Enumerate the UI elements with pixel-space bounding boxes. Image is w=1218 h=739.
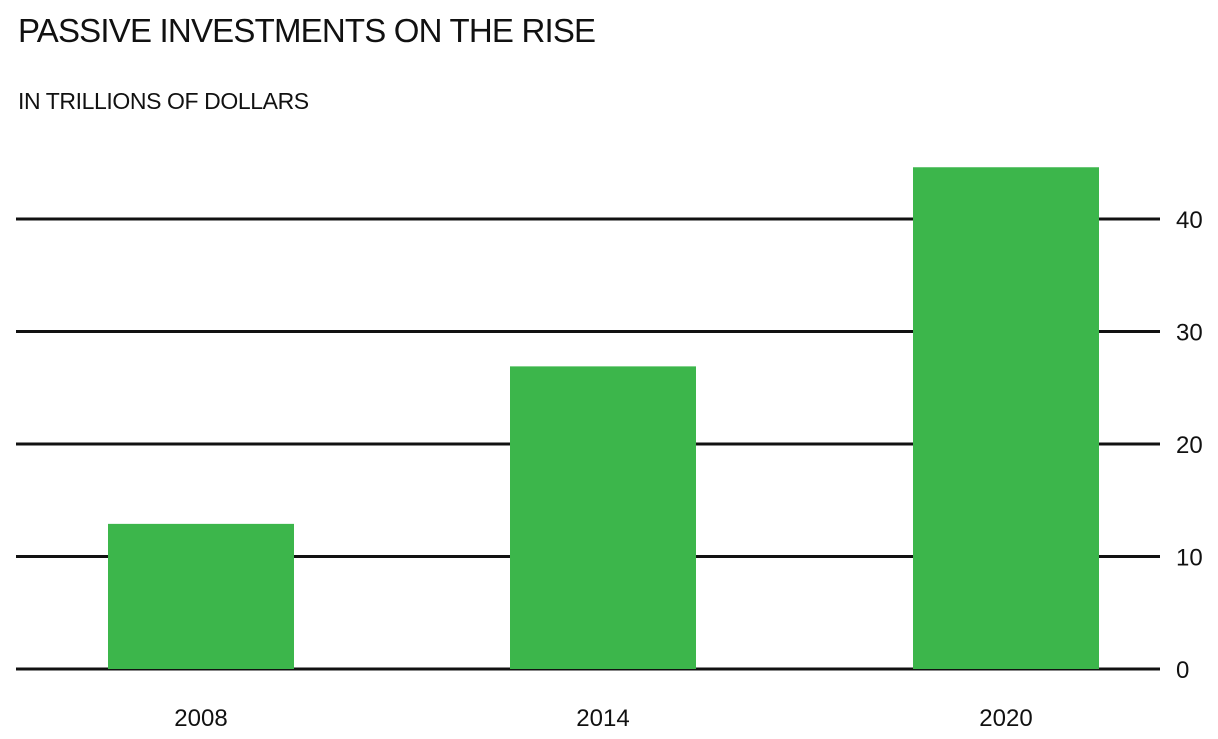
chart-title: PASSIVE INVESTMENTS ON THE RISE [18,12,596,49]
y-tick-label: 20 [1176,432,1203,459]
x-tick-label: 2014 [576,705,629,732]
bar-2008 [108,523,294,669]
bars [108,167,1099,669]
y-tick-labels: 0 10 20 30 40 [1176,207,1203,684]
x-tick-label: 2008 [174,705,227,732]
y-tick-label: 30 [1176,320,1203,347]
y-tick-label: 40 [1176,207,1203,234]
y-tick-label: 10 [1176,545,1203,572]
y-tick-label: 0 [1176,657,1189,684]
x-tick-labels: 2008 2014 2020 [174,705,1032,732]
chart-subtitle: IN TRILLIONS OF DOLLARS [18,88,309,114]
x-tick-label: 2020 [979,705,1032,732]
bar-2020 [913,167,1099,669]
bar-2014 [510,366,696,669]
